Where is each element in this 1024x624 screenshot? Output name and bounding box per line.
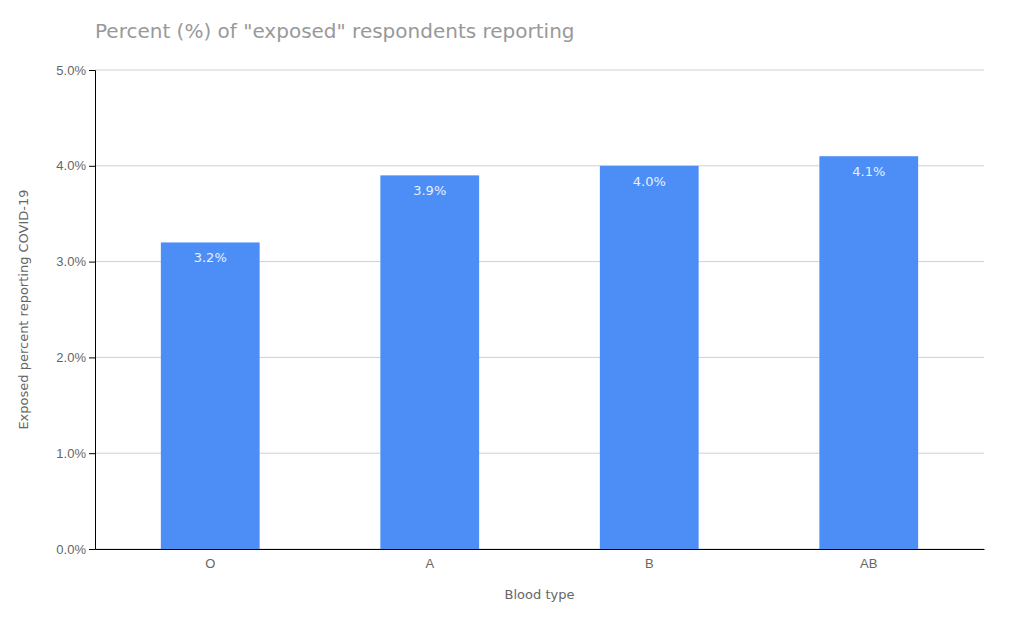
y-tick: 0.0% <box>56 542 95 557</box>
data-labels: 3.2% 3.9% 4.0% 4.1% <box>194 164 886 265</box>
title: Percent (%) of "exposed" respondents rep… <box>95 19 575 43</box>
grid-line <box>95 70 984 71</box>
x-tick: A <box>425 556 434 571</box>
data-label: 4.0% <box>633 174 666 189</box>
x-axis-line <box>96 549 985 550</box>
bar <box>380 175 479 549</box>
data-label: 3.9% <box>413 183 446 198</box>
x-tick-label: O <box>205 556 215 571</box>
bar <box>161 242 260 549</box>
y-tick-label: 2.0% <box>56 350 86 365</box>
y-axis: 0.0% 1.0% 2.0% 3.0% 4.0% 5.0% <box>56 63 95 557</box>
chart: 0.0%1.0%2.0%3.0%4.0%5.0%OABAB3.2%3.9%4.0… <box>0 0 1024 624</box>
y-tick-mark <box>89 70 95 71</box>
y-tick-label: 5.0% <box>56 63 86 78</box>
y-tick-label: 4.0% <box>56 158 86 173</box>
y-tick: 3.0% <box>56 254 95 269</box>
x-axis-title: Blood type <box>505 587 575 602</box>
y-tick-mark <box>89 453 95 454</box>
y-axis-line <box>89 71 96 550</box>
y-tick-label: 3.0% <box>56 254 86 269</box>
y-tick-mark <box>89 262 95 263</box>
y-tick: 5.0% <box>56 63 95 78</box>
y-tick: 2.0% <box>56 350 95 365</box>
x-tick: AB <box>860 556 877 571</box>
data-label: 4.1% <box>852 164 885 179</box>
y-tick-label: 1.0% <box>56 446 86 461</box>
y-tick-mark <box>89 357 95 358</box>
x-axis: OABAB <box>96 550 985 572</box>
y-axis-title: Exposed percent reporting COVID-19 <box>16 189 31 429</box>
y-tick-label: 0.0% <box>56 542 86 557</box>
y-tick-mark <box>89 549 95 550</box>
bar <box>819 156 918 549</box>
y-tick-mark <box>89 166 95 167</box>
grid <box>95 70 984 549</box>
x-tick: B <box>645 556 654 571</box>
data-label: 3.2% <box>194 250 227 265</box>
y-tick: 4.0% <box>56 158 95 173</box>
x-tick-label: A <box>425 556 434 571</box>
plot: 0.0%1.0%2.0%3.0%4.0%5.0%OABAB3.2%3.9%4.0… <box>56 63 984 572</box>
x-tick-label: AB <box>860 556 877 571</box>
y-tick: 1.0% <box>56 446 95 461</box>
bars <box>161 156 918 549</box>
bar <box>600 166 699 549</box>
x-tick: O <box>205 556 215 571</box>
x-tick-label: B <box>645 556 654 571</box>
